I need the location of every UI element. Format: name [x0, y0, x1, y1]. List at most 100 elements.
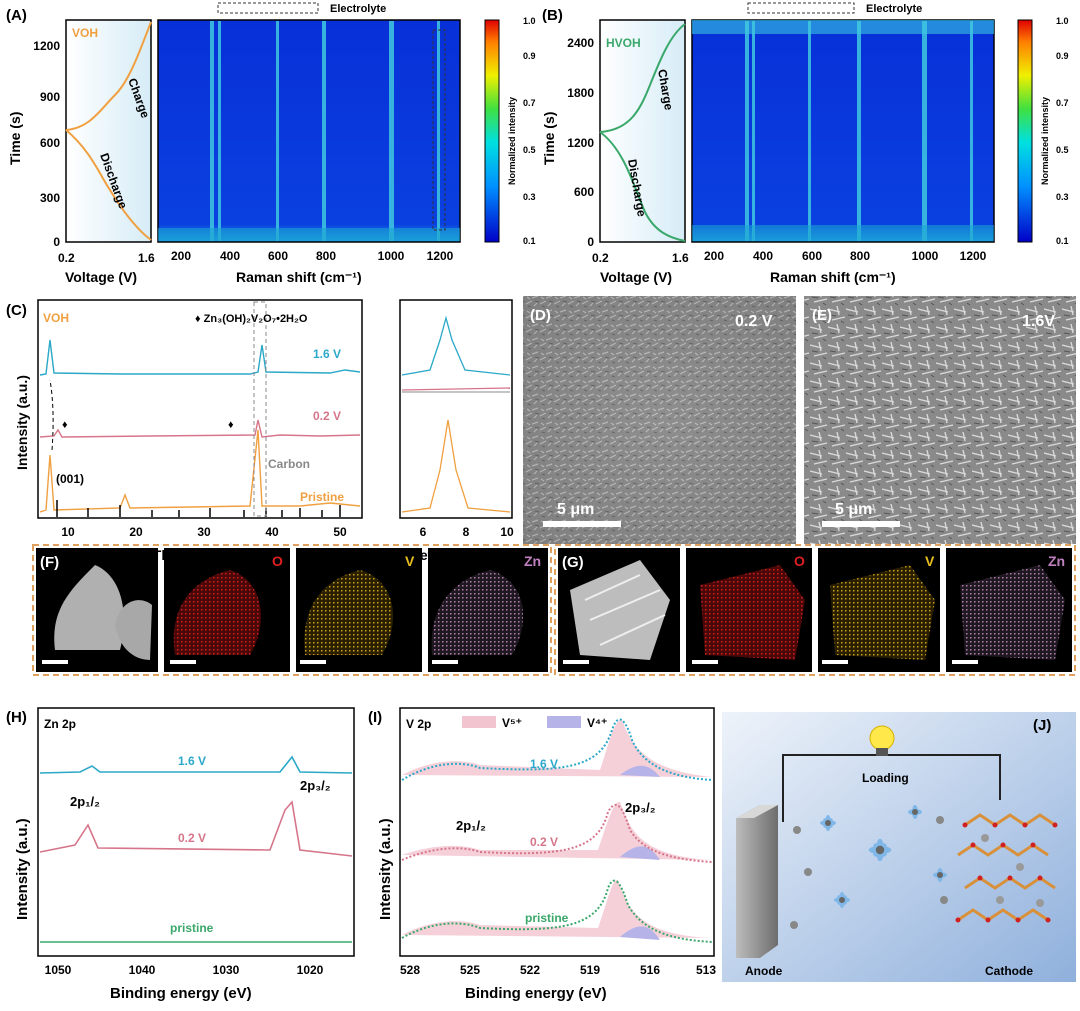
- voltage-label-e: 1.6V: [1022, 313, 1055, 330]
- xtick: 513: [696, 963, 716, 977]
- sample-label-a: VOH: [72, 26, 98, 40]
- panel-d: (D) 0.2 V 5 μm: [523, 296, 796, 544]
- y-ticks-b: 0 600 1200 1800 2400: [567, 36, 594, 249]
- panel-e: (E) 1.6V 5 μm: [804, 296, 1076, 544]
- xtick: 1030: [213, 963, 240, 977]
- sample-label-c: VOH: [43, 311, 69, 325]
- cbtick: 0.5: [523, 145, 536, 155]
- xtick: 10: [61, 525, 75, 539]
- cbtick: 0.7: [523, 98, 536, 108]
- x-ticks-h: 1050 1040 1030 1020: [45, 963, 324, 977]
- schematic-j: [722, 712, 1076, 982]
- cbtick: 1.0: [523, 16, 536, 26]
- xtick: 516: [640, 963, 660, 977]
- xtick: 40: [265, 525, 279, 539]
- sem-image-e: [804, 296, 1076, 544]
- vtick: 1.6: [138, 251, 155, 265]
- y-ticks-a: 0 300 600 900 1200: [33, 39, 60, 249]
- reference-sticks-c: [56, 500, 341, 517]
- panel-c: (C) VOH ♦ Zn₃(OH)₂V₂O₇•2H₂O 1.6 V 0.2 V …: [6, 299, 514, 563]
- circuit-wire: [782, 754, 1001, 822]
- cbtick: 0.1: [523, 236, 536, 246]
- charge-curve-b: [599, 23, 686, 133]
- cbtick: 0.9: [523, 51, 536, 61]
- curve-16v-h: [39, 755, 353, 774]
- panel-b: (B) HVOH Charge Discharge 0 600 1200 180…: [541, 2, 1069, 285]
- colorbar-a: [484, 19, 500, 243]
- ytick: 0: [53, 235, 60, 249]
- v-map-f: [304, 570, 394, 655]
- xaxis-label-a-raman: Raman shift (cm⁻¹): [236, 269, 362, 285]
- label-16v-i: 1.6 V: [530, 757, 558, 771]
- ytick: 1800: [567, 86, 594, 100]
- legend-c: ♦ Zn₃(OH)₂V₂O₇•2H₂O: [195, 313, 308, 325]
- raman-ticks-b: 200 400 600 800 1000 1200: [704, 249, 987, 263]
- label-02v-h: 0.2 V: [178, 831, 206, 845]
- panel-b-letter: (B): [542, 7, 563, 24]
- xtick: 400: [753, 249, 773, 263]
- panel-g-letter: (G): [562, 554, 584, 571]
- xtick: 528: [400, 963, 420, 977]
- discharge-curve-a: [65, 129, 152, 241]
- panel-g: (G) O V Zn: [554, 544, 1076, 676]
- scale-label-e: 5 μm: [835, 501, 872, 518]
- xrd-inset-c: [399, 299, 513, 519]
- panel-d-letter: (D): [530, 307, 551, 324]
- panel-i-letter: (I): [368, 709, 382, 726]
- ylabel-c: Intensity (a.u.): [14, 375, 30, 470]
- scale-label-d: 5 μm: [557, 501, 594, 518]
- label-pristine-c: Pristine: [300, 490, 344, 504]
- ytick: 300: [40, 191, 60, 205]
- label-16v-c: 1.6 V: [313, 347, 341, 361]
- cbtick: 0.7: [1056, 98, 1069, 108]
- curve-16v-i: [401, 718, 713, 781]
- panel-f: (F) O V Zn: [32, 544, 552, 676]
- peak2-label-h: 2p₃/₂: [300, 778, 331, 793]
- xtick: 1050: [45, 963, 72, 977]
- raman-bands-a: [210, 21, 440, 241]
- x-ticks-c: 10 20 30 40 50: [61, 525, 347, 539]
- voltage-label-d: 0.2 V: [735, 313, 773, 330]
- panel-f-letter: (F): [40, 554, 59, 571]
- zn-ions: [790, 816, 948, 929]
- electrolyte-label-a: Electrolyte: [330, 3, 386, 15]
- peak1-label-i: 2p₁/₂: [456, 818, 486, 833]
- legend-v5: V⁵⁺: [502, 716, 522, 730]
- raman-map-b: [691, 19, 995, 243]
- panel-e-letter: (E): [812, 307, 832, 324]
- v-label-g: V: [925, 553, 935, 569]
- diamond-2: ♦: [228, 419, 234, 431]
- x-ticks-i: 528 525 522 519 516 513: [400, 963, 716, 977]
- zn-map-f: [431, 570, 524, 655]
- xtick: 525: [460, 963, 480, 977]
- o-label-g: O: [794, 553, 805, 569]
- vtick: 0.2: [58, 251, 75, 265]
- panel-j-letter: (J): [1033, 717, 1051, 734]
- diamond-1: ♦: [62, 419, 68, 431]
- cbtick: 0.3: [1056, 192, 1069, 202]
- colorbar-label-b: Normalized intensity: [1040, 97, 1050, 185]
- ylabel-h: Intensity (a.u.): [14, 818, 31, 920]
- xtick: 800: [316, 249, 336, 263]
- o-map-g: [700, 565, 805, 660]
- o-label-f: O: [272, 553, 283, 569]
- v-map-g: [830, 565, 935, 660]
- curve-02v-h: [39, 800, 353, 857]
- title-h: Zn 2p: [44, 717, 76, 731]
- label-02v-i: 0.2 V: [530, 835, 558, 849]
- zn-label-g: Zn: [1048, 553, 1065, 569]
- xtick: 50: [333, 525, 347, 539]
- ytick: 600: [40, 136, 60, 150]
- legend-swatch-v4: [547, 716, 581, 728]
- colorbar-ticks-b: 0.1 0.3 0.5 0.7 0.9 1.0: [1056, 16, 1069, 246]
- vtick: 1.6: [672, 251, 689, 265]
- charge-curve-a: [65, 21, 152, 131]
- xtick: 200: [704, 249, 724, 263]
- xtick: 600: [802, 249, 822, 263]
- xtick: 600: [268, 249, 288, 263]
- xtick: 1020: [297, 963, 324, 977]
- zn-label-f: Zn: [524, 553, 541, 569]
- panel-a-letter: (A): [6, 7, 27, 24]
- cathode-label-j: Cathode: [985, 964, 1033, 978]
- label-pristine-i: pristine: [525, 911, 569, 925]
